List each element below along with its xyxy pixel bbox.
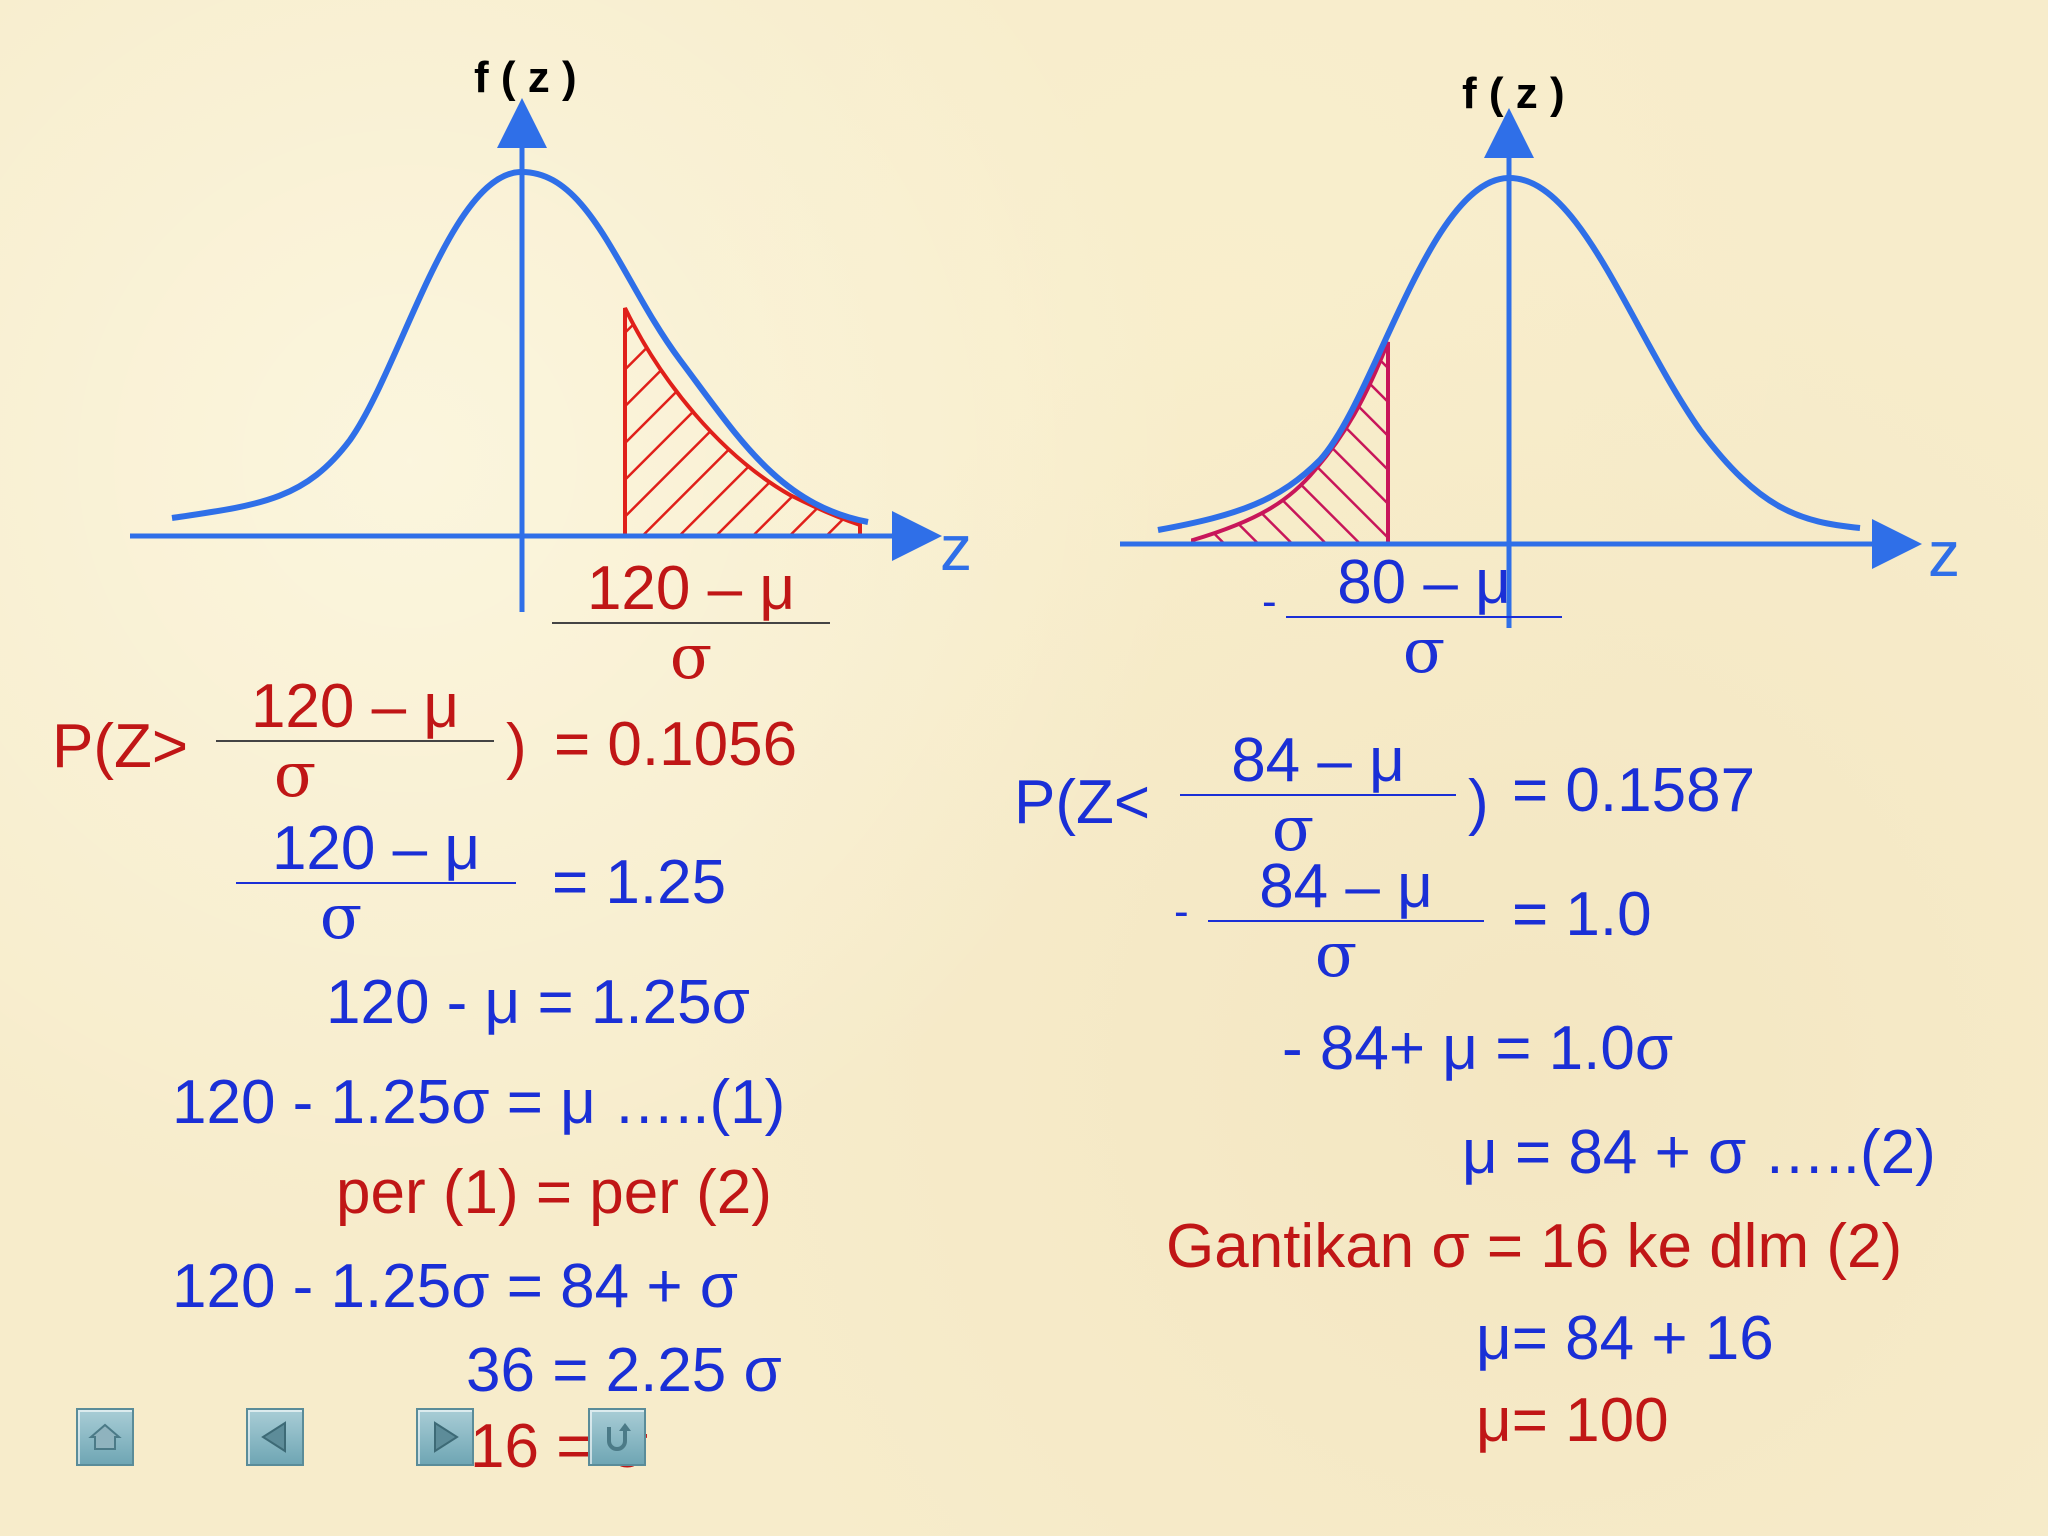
home-button[interactable]: [76, 1408, 134, 1466]
left-z-fraction: 120 – μ σ: [236, 818, 516, 948]
right-prob-value: = 0.1587: [1512, 756, 1756, 825]
right-prob-denominator: σ: [1271, 792, 1315, 865]
right-line4: μ = 84 + σ …..(2): [1462, 1118, 1936, 1187]
prev-arrow-icon: [261, 1421, 286, 1453]
left-z-numerator: 120 – μ: [271, 814, 481, 883]
right-x-axis-label: z: [1928, 518, 1960, 590]
fraction-bar: [1286, 616, 1562, 618]
right-prob-fraction: 84 – μ σ: [1180, 730, 1456, 860]
right-z-denominator: σ: [1314, 918, 1358, 991]
right-prob-prefix: P(Z<: [1014, 768, 1151, 837]
fraction-bar: [216, 740, 494, 742]
right-z-fraction: 84 – μ σ: [1208, 856, 1484, 986]
right-density-curve: [1157, 174, 1861, 533]
fraction-bar: [236, 882, 516, 884]
right-boundary-sign: -: [1262, 577, 1277, 626]
left-boundary-numerator: 120 – μ: [586, 554, 796, 623]
right-prob-numerator: 84 – μ: [1231, 726, 1405, 795]
right-shaded-region: [1191, 341, 1390, 546]
left-boundary-denominator: σ: [669, 620, 713, 693]
right-line6: μ= 84 + 16: [1476, 1304, 1774, 1373]
next-button[interactable]: [416, 1408, 474, 1466]
left-line5: per (1) = per (2): [336, 1158, 772, 1227]
fraction-bar: [1180, 794, 1456, 796]
next-arrow-icon: [434, 1421, 459, 1453]
left-prob-denominator: σ: [273, 738, 317, 811]
left-x-axis-label: z: [940, 512, 972, 584]
left-shaded-region: [623, 307, 862, 538]
left-prob-numerator: 120 – μ: [250, 672, 460, 741]
right-boundary-fraction: 80 – μ σ: [1286, 552, 1562, 682]
left-line6: 120 - 1.25σ = 84 + σ: [172, 1252, 739, 1321]
left-prob-fraction: 120 – μ σ: [216, 676, 494, 806]
left-density-curve: [171, 168, 869, 525]
right-prob-suffix: ): [1468, 768, 1489, 837]
left-boundary-fraction: 120 – μ σ: [552, 558, 830, 688]
right-z-numerator: 84 – μ: [1259, 852, 1433, 921]
left-z-denominator: σ: [319, 880, 363, 953]
right-z-value: = 1.0: [1512, 880, 1652, 949]
right-z-sign: -: [1174, 887, 1189, 936]
left-line3: 120 - μ = 1.25σ: [326, 968, 750, 1037]
return-button[interactable]: [588, 1408, 646, 1466]
left-line7: 36 = 2.25 σ: [466, 1336, 782, 1405]
right-boundary-numerator: 80 – μ: [1337, 548, 1511, 617]
right-normal-graph: [1120, 108, 1922, 628]
left-prob-prefix: P(Z>: [52, 712, 189, 781]
left-normal-graph: [130, 98, 942, 612]
home-icon: [88, 1423, 122, 1450]
fraction-bar: [1208, 920, 1484, 922]
right-line3: - 84+ μ = 1.0σ: [1282, 1014, 1674, 1083]
right-line5: Gantikan σ = 16 ke dlm (2): [1166, 1212, 1903, 1281]
left-z-value: = 1.25: [552, 848, 727, 917]
return-icon: [607, 1423, 631, 1451]
prev-button[interactable]: [246, 1408, 304, 1466]
left-prob-suffix: ): [506, 712, 527, 781]
right-y-axis-label: f ( z ): [1462, 69, 1565, 118]
left-prob-value: = 0.1056: [554, 710, 798, 779]
fraction-bar: [552, 622, 830, 624]
left-line4: 120 - 1.25σ = μ …..(1): [172, 1068, 786, 1137]
right-boundary-denominator: σ: [1402, 614, 1446, 687]
left-y-axis-label: f ( z ): [474, 53, 577, 102]
right-line7: μ= 100: [1476, 1386, 1669, 1455]
